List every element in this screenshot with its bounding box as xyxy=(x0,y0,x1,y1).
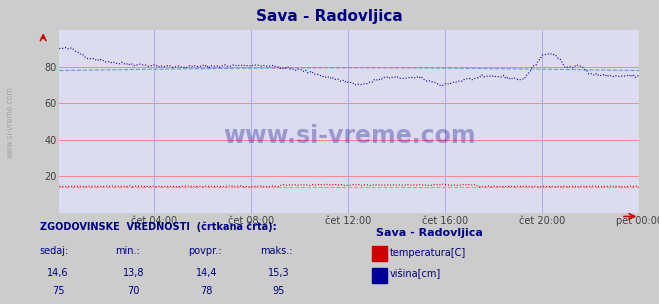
Text: Sava - Radovljica: Sava - Radovljica xyxy=(256,9,403,24)
Text: ZGODOVINSKE  VREDNOSTI  (črtkana črta):: ZGODOVINSKE VREDNOSTI (črtkana črta): xyxy=(40,222,276,233)
Text: 78: 78 xyxy=(200,286,212,296)
Text: 13,8: 13,8 xyxy=(123,268,144,278)
Text: višina[cm]: višina[cm] xyxy=(390,269,442,279)
Text: maks.:: maks.: xyxy=(260,246,293,256)
Text: www.si-vreme.com: www.si-vreme.com xyxy=(223,124,476,148)
Text: 14,6: 14,6 xyxy=(47,268,69,278)
Text: min.:: min.: xyxy=(115,246,140,256)
Text: 14,4: 14,4 xyxy=(196,268,217,278)
Text: Sava - Radovljica: Sava - Radovljica xyxy=(376,228,482,238)
Text: sedaj:: sedaj: xyxy=(40,246,69,256)
Text: 75: 75 xyxy=(52,286,64,296)
Text: 70: 70 xyxy=(128,286,140,296)
Text: www.si-vreme.com: www.si-vreme.com xyxy=(5,86,14,157)
Text: 15,3: 15,3 xyxy=(268,268,289,278)
Text: 95: 95 xyxy=(273,286,285,296)
Text: temperatura[C]: temperatura[C] xyxy=(390,248,467,258)
Text: povpr.:: povpr.: xyxy=(188,246,221,256)
